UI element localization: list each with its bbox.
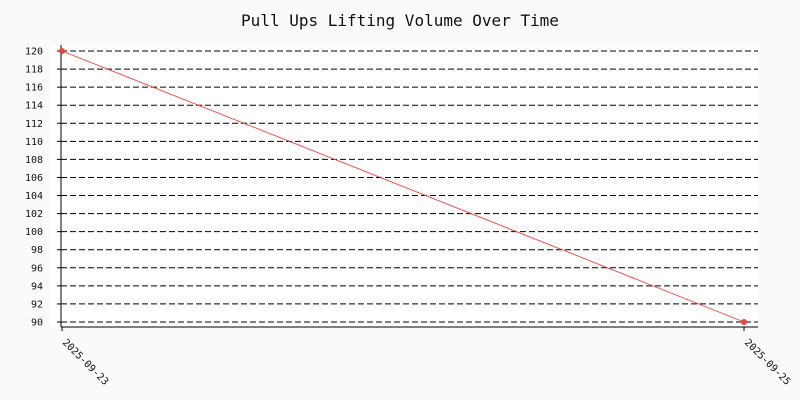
y-tick-label: 106 — [25, 173, 43, 184]
y-tick-label: 118 — [25, 65, 43, 76]
y-tick-label: 94 — [31, 281, 43, 292]
axes — [60, 45, 758, 328]
y-tick-label: 120 — [25, 47, 43, 58]
y-tick-label: 96 — [31, 263, 43, 274]
y-tick-label: 102 — [25, 209, 43, 220]
y-tick-label: 90 — [31, 318, 43, 329]
x-tick-label: 2025-09-25 — [742, 337, 792, 387]
data-point — [741, 319, 747, 325]
plot-area — [50, 45, 758, 327]
y-tick-label: 100 — [25, 227, 43, 238]
grid-lines — [61, 50, 758, 323]
x-tick-label: 2025-09-23 — [60, 337, 110, 387]
y-tick-label: 116 — [25, 83, 43, 94]
y-tick-label: 112 — [25, 119, 43, 130]
series-layer — [59, 48, 747, 325]
y-tick-label: 104 — [25, 191, 43, 202]
y-tick-label: 92 — [31, 299, 43, 310]
y-tick-labels: 90 92 94 96 98 100 102 104 106 108 110 112 114 116 118… — [25, 47, 61, 329]
y-tick-label: 110 — [25, 137, 43, 148]
series-line — [61, 50, 745, 323]
x-tick-labels: 2025-09-23 2025-09-25 — [60, 327, 792, 388]
y-tick-label: 114 — [25, 101, 43, 112]
data-point — [59, 48, 65, 54]
chart-title: Pull Ups Lifting Volume Over Time — [241, 11, 559, 30]
y-tick-label: 98 — [31, 245, 43, 256]
y-tick-label: 108 — [25, 155, 43, 166]
